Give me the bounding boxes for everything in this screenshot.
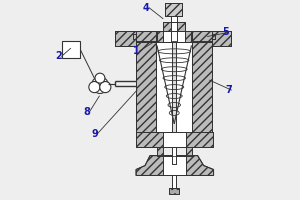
Text: 5: 5: [222, 27, 229, 37]
Bar: [163, 156, 186, 175]
Bar: [192, 41, 212, 132]
Polygon shape: [136, 156, 214, 175]
Circle shape: [92, 77, 108, 93]
Bar: [171, 16, 177, 22]
Bar: [212, 34, 214, 39]
Bar: [166, 3, 182, 16]
Bar: [115, 31, 136, 46]
Bar: [212, 34, 214, 39]
Text: 7: 7: [225, 85, 232, 95]
Bar: [163, 156, 186, 175]
Bar: [166, 3, 182, 16]
Bar: [172, 41, 176, 132]
Bar: [172, 175, 176, 188]
Text: 9: 9: [91, 129, 98, 139]
Bar: [172, 175, 176, 188]
Bar: [163, 132, 186, 147]
Polygon shape: [157, 31, 163, 42]
Circle shape: [95, 73, 105, 83]
Bar: [169, 188, 179, 194]
Bar: [136, 132, 213, 147]
Bar: [133, 34, 136, 39]
Bar: [171, 16, 177, 22]
Bar: [172, 147, 176, 164]
Bar: [212, 31, 231, 46]
Bar: [136, 41, 156, 132]
Bar: [171, 31, 177, 42]
Text: 4: 4: [143, 3, 149, 13]
Bar: [156, 41, 192, 132]
Bar: [192, 31, 212, 42]
Circle shape: [100, 82, 111, 93]
Bar: [171, 31, 177, 42]
Text: 8: 8: [83, 107, 90, 117]
Polygon shape: [157, 147, 163, 156]
Bar: [133, 34, 136, 39]
Circle shape: [89, 82, 100, 93]
Bar: [172, 147, 176, 164]
Text: 1: 1: [133, 46, 140, 56]
Bar: [136, 132, 213, 147]
Bar: [172, 41, 176, 132]
Text: 2: 2: [55, 51, 62, 61]
Bar: [212, 31, 231, 46]
Bar: [192, 41, 212, 132]
Bar: [163, 22, 185, 31]
Bar: [169, 188, 179, 194]
Bar: [61, 41, 80, 58]
Bar: [163, 132, 186, 147]
Bar: [192, 31, 212, 42]
Bar: [136, 41, 156, 132]
Bar: [156, 31, 192, 42]
Bar: [163, 22, 185, 31]
Bar: [136, 31, 156, 42]
Polygon shape: [185, 31, 191, 42]
Polygon shape: [186, 147, 192, 156]
Bar: [136, 31, 156, 42]
Bar: [115, 31, 136, 46]
Bar: [171, 22, 177, 31]
Bar: [171, 22, 177, 31]
Bar: [156, 31, 192, 42]
